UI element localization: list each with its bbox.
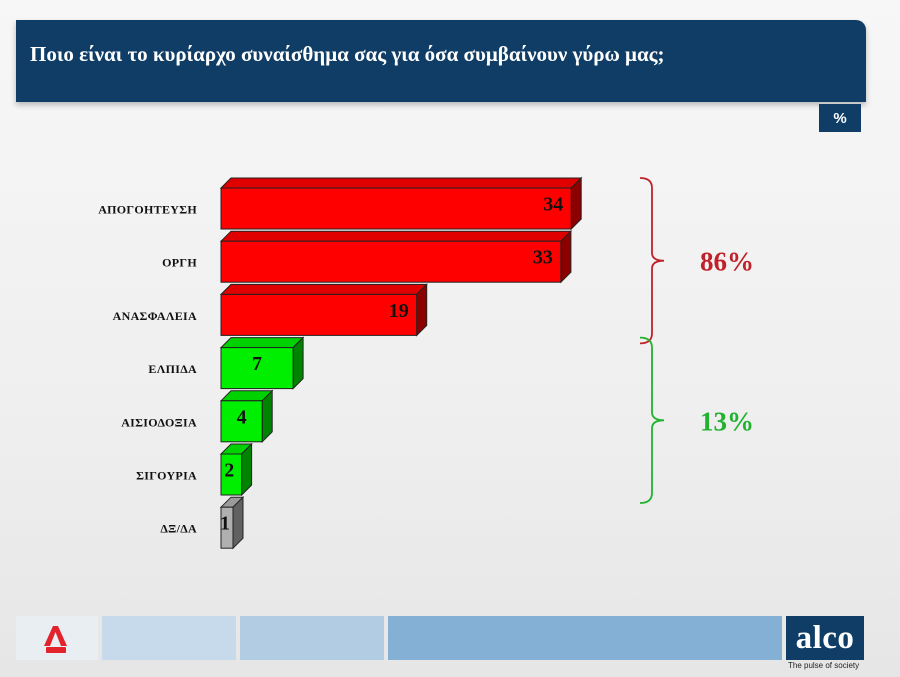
bar-2 (219, 283, 428, 337)
footer-bar (16, 616, 866, 660)
bar-front-face (220, 293, 418, 336)
group-total-label: 86% (700, 247, 754, 277)
footer-segment (102, 616, 236, 660)
value-label: 19 (389, 300, 409, 322)
bar-front-face (220, 240, 562, 283)
bar-3 (219, 336, 305, 390)
value-label: 2 (224, 460, 234, 482)
bar-6 (219, 495, 245, 550)
page-title: Ποιο είναι το κυρίαρχο συναίσθημα σας γι… (30, 42, 665, 66)
bar-4 (219, 389, 274, 444)
alpha-logo (16, 616, 98, 660)
category-label: ΟΡΓΗ (162, 256, 197, 270)
bar-0 (219, 176, 583, 231)
value-label: 33 (533, 247, 553, 269)
alpha-logo-icon (44, 626, 67, 653)
unit-badge: % (819, 104, 861, 132)
alco-tagline: The pulse of society (788, 661, 860, 670)
bar-front-face (220, 506, 234, 549)
bar-front-face (220, 400, 263, 443)
group-bracket (639, 336, 665, 504)
bar-1 (219, 229, 573, 284)
category-label: ΑΝΑΣΦΑΛΕΙΑ (113, 309, 197, 323)
bar-top-face (219, 337, 305, 349)
group-bracket (639, 177, 665, 345)
category-label: ΣΙΓΟΥΡΙΑ (136, 469, 197, 483)
bar-front-face (220, 347, 294, 390)
category-label: ΕΛΠΙΔΑ (148, 362, 197, 376)
bar-top-face (219, 230, 573, 242)
value-label: 34 (543, 194, 563, 216)
bar-5 (219, 442, 253, 497)
category-label: ΑΠΟΓΟΗΤΕΥΣΗ (98, 203, 197, 217)
value-label: 1 (220, 513, 230, 535)
category-label: ΔΞ/ΔΑ (160, 522, 197, 536)
bar-top-face (219, 177, 583, 189)
value-label: 7 (252, 353, 262, 375)
bar-top-face (219, 283, 428, 295)
footer-segment (388, 616, 782, 660)
header-banner: Ποιο είναι το κυρίαρχο συναίσθημα σας γι… (16, 20, 866, 102)
bar-front-face (220, 187, 572, 230)
group-total-label: 13% (700, 406, 754, 436)
alco-logo: alco (786, 616, 864, 660)
bar-front-face (220, 453, 243, 496)
footer-segment (240, 616, 384, 660)
category-label: ΑΙΣΙΟΔΟΞΙΑ (121, 415, 197, 429)
value-label: 4 (237, 406, 247, 428)
